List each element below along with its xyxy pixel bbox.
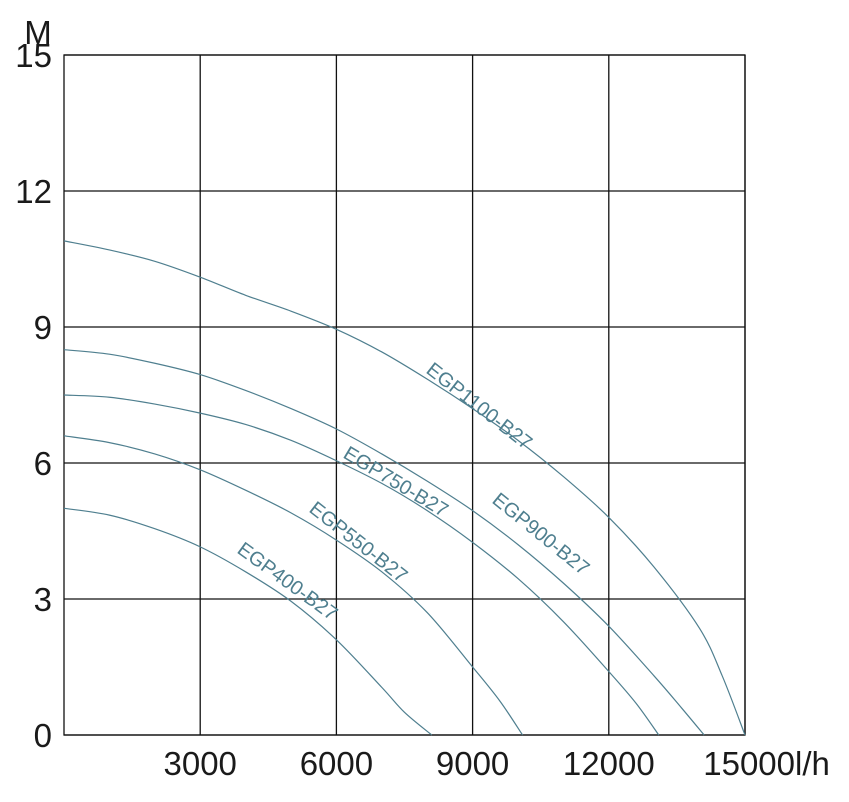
y-tick-label: 9 [34, 309, 52, 346]
y-axis-unit: M [24, 14, 52, 51]
x-tick-label: 9000 [436, 745, 509, 782]
performance-curves [63, 240, 746, 736]
curve-label: EGP750-B27 [339, 442, 451, 522]
y-tick-label: 3 [34, 581, 52, 618]
x-tick-label: 15000 [703, 745, 795, 782]
axis-tick-labels: 0 3 6 9 12 15 3000 6000 9000 12000 15000 [15, 37, 795, 782]
curve-label: EGP550-B27 [305, 498, 411, 588]
curve-egp900-b27 [63, 349, 705, 736]
y-tick-label: 0 [34, 717, 52, 754]
curve-label: EGP400-B27 [233, 538, 341, 625]
x-tick-label: 3000 [163, 745, 236, 782]
y-tick-label: 15 [15, 37, 52, 74]
grid [63, 54, 746, 736]
curve-labels: EGP400-B27EGP550-B27EGP750-B27EGP900-B27… [233, 359, 593, 626]
x-tick-label: 12000 [563, 745, 655, 782]
plot-frame [63, 54, 746, 736]
curve-egp400-b27 [63, 507, 433, 736]
curve-egp550-b27 [63, 435, 524, 736]
y-tick-label: 12 [15, 173, 52, 210]
curve-label: EGP1100-B27 [422, 359, 536, 455]
curve-egp750-b27 [63, 394, 660, 736]
y-tick-label: 6 [34, 445, 52, 482]
curve-egp1100-b27 [63, 240, 746, 736]
x-tick-label: 6000 [300, 745, 373, 782]
x-axis-unit: l/h [795, 745, 830, 782]
